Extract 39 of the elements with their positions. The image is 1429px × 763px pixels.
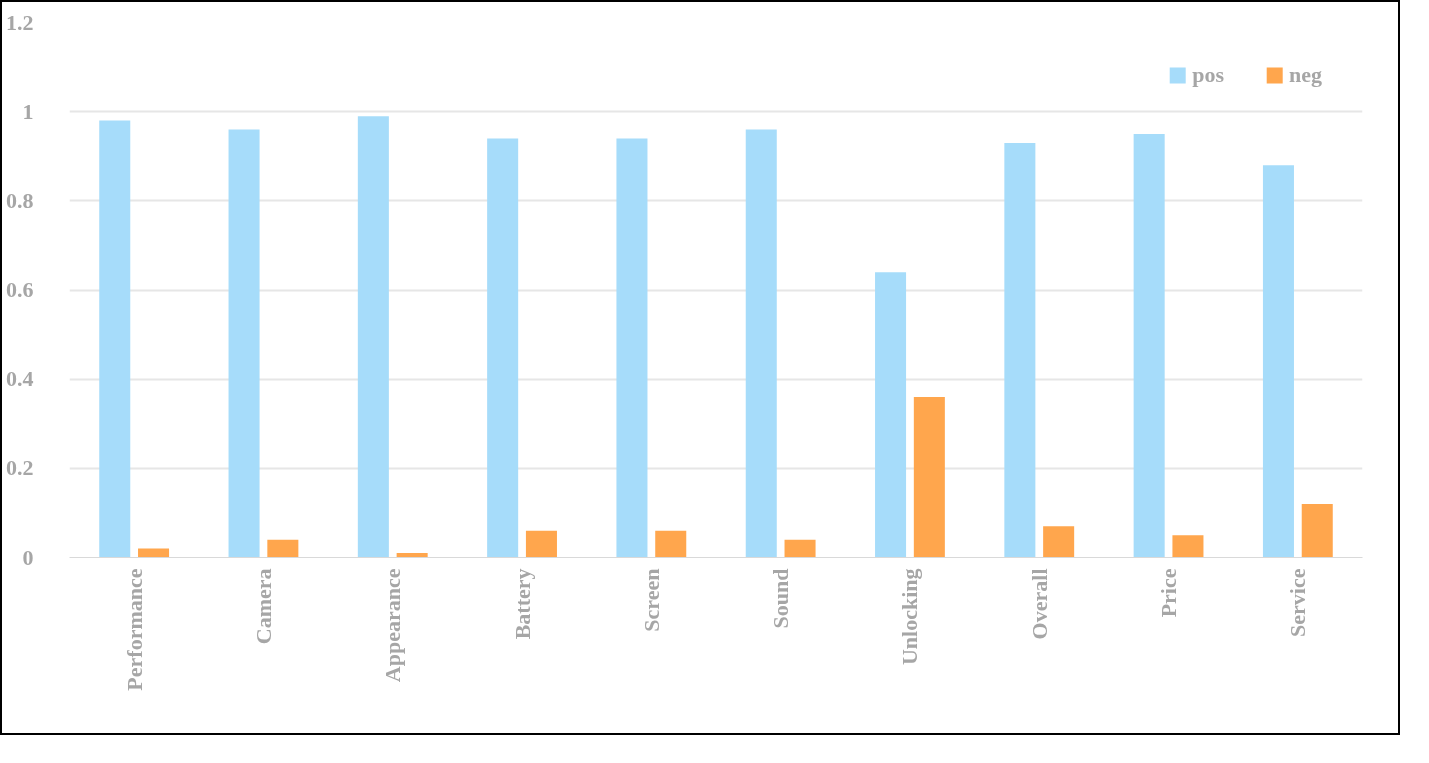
x-tick-label: Sound: [768, 568, 794, 629]
bar: [396, 553, 428, 558]
bar: [1301, 504, 1333, 558]
bar: [1262, 165, 1294, 558]
legend-label: pos: [1192, 62, 1224, 88]
x-tick-label: Performance: [121, 568, 147, 691]
x-tick-label: Price: [1156, 568, 1182, 618]
x-tick-label: Battery: [509, 568, 535, 640]
bar: [616, 138, 648, 558]
bar: [784, 539, 816, 558]
bar: [228, 129, 260, 558]
y-tick-label: 1.2: [6, 9, 34, 35]
y-tick-label: 0.6: [6, 277, 34, 302]
bar: [1043, 526, 1075, 558]
bar: [1133, 133, 1165, 558]
x-tick-label: Screen: [638, 568, 664, 632]
bar: [525, 530, 557, 558]
bar: [1004, 142, 1036, 558]
x-tick-label: Overall: [1026, 568, 1052, 640]
bar: [745, 129, 777, 558]
y-tick-label: 0.8: [6, 187, 34, 213]
bar: [875, 272, 907, 558]
bar: [138, 548, 170, 558]
bar: [267, 539, 299, 558]
y-tick-label: 0.4: [6, 366, 34, 392]
x-tick-label: Unlocking: [897, 568, 923, 666]
bar: [357, 116, 389, 558]
legend-label: neg: [1289, 62, 1322, 88]
y-tick-label: 0.2: [6, 455, 34, 481]
bar: [99, 120, 131, 558]
y-tick-label: 1: [22, 98, 34, 124]
y-tick-label: 0: [22, 544, 34, 570]
bar: [1172, 535, 1204, 558]
x-tick-label: Camera: [250, 568, 276, 645]
x-tick-label: Service: [1285, 568, 1311, 637]
bar: [655, 530, 687, 558]
bar: [913, 397, 945, 558]
bar: [487, 138, 519, 558]
x-tick-label: Appearance: [380, 568, 406, 683]
